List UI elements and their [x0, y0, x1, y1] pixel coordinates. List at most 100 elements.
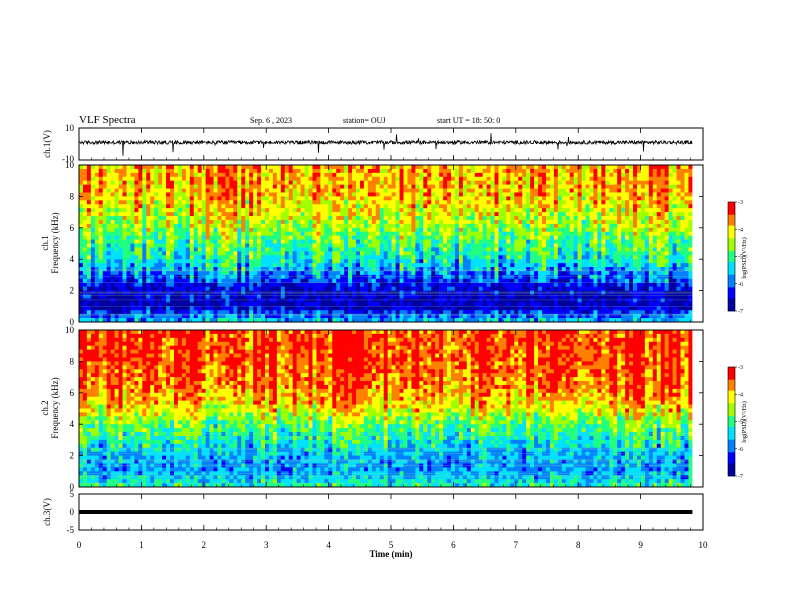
spectrogram-cell [304, 188, 309, 193]
spectrogram-cell [86, 192, 92, 197]
spectrogram-cell [166, 318, 171, 323]
spectrogram-cell [411, 208, 416, 213]
spectrogram-cell [395, 184, 400, 189]
spectrogram-cell [435, 192, 440, 197]
spectrogram-cell [561, 227, 567, 233]
spectrogram-cell [387, 219, 392, 225]
spectrogram-cell [292, 227, 297, 233]
spectrogram-cell [292, 180, 297, 185]
spectrogram-cell [542, 239, 547, 244]
spectrogram-cell [371, 239, 377, 244]
spectrogram-cell [494, 314, 499, 319]
spectrogram-cell [344, 251, 349, 256]
spectrogram-cell [209, 306, 214, 311]
spectrogram-cell [371, 255, 377, 260]
spectrogram-cell [126, 219, 131, 225]
spectrogram-cell [534, 255, 539, 260]
spectrogram-cell [367, 298, 373, 303]
spectrogram-cell [403, 274, 408, 280]
spectrogram-cell [565, 204, 571, 209]
spectrogram-cell [166, 219, 171, 225]
spectrogram-cell [316, 286, 321, 291]
spectrogram-cell [383, 286, 388, 291]
spectrogram-cell [142, 223, 147, 229]
spectrogram-cell [466, 231, 472, 236]
spectrogram-cell [173, 314, 179, 319]
spectrogram-cell [177, 219, 183, 225]
spectrogram-cell [249, 192, 254, 197]
spectrogram-cell [328, 235, 333, 240]
spectrogram-cell [510, 302, 515, 307]
spectrogram-cell [201, 219, 206, 225]
spectrogram-cell [474, 306, 479, 311]
spectrogram-cell [205, 172, 210, 178]
spectrogram-cell [94, 263, 100, 268]
spectrogram-cell [296, 290, 301, 295]
spectrogram-cell [122, 223, 127, 229]
spectrogram-cell [486, 172, 491, 178]
spectrogram-cell [542, 310, 547, 315]
spectrogram-cell [474, 165, 479, 170]
spectrogram-cell [316, 219, 321, 225]
spectrogram-cell [130, 286, 135, 291]
spectrogram-cell [526, 302, 531, 307]
spectrogram-cell [193, 172, 199, 178]
spectrogram-cell [257, 239, 262, 244]
spectrogram-cell [158, 314, 163, 319]
spectrogram-cell [261, 247, 266, 252]
spectrogram-cell [545, 306, 551, 311]
spectrogram-cell [98, 239, 104, 244]
spectrogram-cell [450, 184, 456, 189]
spectrogram-cell [549, 165, 555, 170]
spectrogram-cell [225, 314, 230, 319]
spectrogram-cell [514, 251, 519, 256]
spectrogram-cell [328, 223, 333, 229]
spectrogram-cell [427, 172, 432, 178]
spectrogram-cell [292, 212, 297, 217]
spectrogram-cell [181, 196, 187, 201]
spectrogram-cell [387, 318, 392, 323]
spectrogram-cell [249, 318, 254, 323]
spectrogram-cell [229, 270, 234, 276]
spectrogram-cell [312, 247, 317, 252]
spectrogram-cell [506, 270, 511, 276]
spectrogram-cell [482, 278, 487, 284]
spectrogram-cell [312, 180, 317, 185]
spectrogram-cell [249, 188, 254, 193]
spectrogram-cell [122, 247, 127, 252]
spectrogram-cell [276, 247, 282, 252]
spectrogram-cell [348, 263, 353, 268]
spectrogram-cell [328, 180, 333, 185]
spectrogram-cell [284, 314, 290, 319]
spectrogram-cell [213, 251, 218, 256]
spectrogram-cell [352, 270, 357, 276]
spectrogram-cell [407, 255, 412, 260]
spectrogram-cell [538, 274, 543, 280]
spectrogram-cell [542, 259, 547, 264]
spectrogram-cell [181, 247, 187, 252]
spectrogram-cell [399, 208, 404, 213]
spectrogram-cell [549, 239, 555, 244]
spectrogram-cell [395, 302, 400, 307]
spectrogram-cell [90, 243, 96, 248]
spectrogram-cell [170, 176, 175, 181]
spectrogram-cell [447, 286, 452, 291]
spectrogram-cell [375, 259, 381, 264]
spectrogram-cell [173, 263, 179, 268]
spectrogram-cell [415, 168, 420, 174]
spectrogram-cell [166, 314, 171, 319]
spectrogram-cell [189, 223, 195, 229]
spectrogram-cell [391, 184, 396, 189]
spectrogram-cell [510, 294, 515, 299]
spectrogram-cell [553, 196, 559, 201]
spectrogram-cell [391, 247, 396, 252]
spectrogram-cell [154, 223, 159, 229]
spectrogram-cell [130, 235, 135, 240]
spectrogram-cell [328, 314, 333, 319]
spectrogram-cell [407, 251, 412, 256]
spectrogram-cell [130, 318, 135, 323]
spectrogram-cell [177, 274, 183, 280]
spectrogram-cell [423, 259, 428, 264]
spectrogram-cell [122, 184, 127, 189]
spectrogram-cell [462, 318, 468, 323]
